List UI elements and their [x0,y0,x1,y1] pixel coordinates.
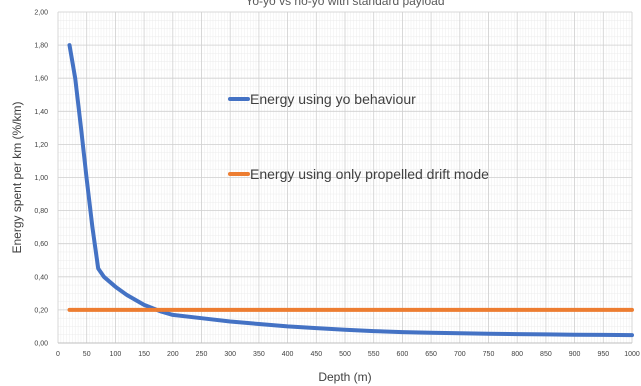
y-tick-label: 0,20 [34,307,48,314]
y-tick-label: 1,40 [34,109,48,116]
x-tick-label: 300 [224,351,236,358]
y-tick-label: 1,60 [34,76,48,83]
y-tick-label: 0,40 [34,274,48,281]
y-tick-label: 0,00 [34,341,48,348]
x-tick-label: 600 [397,351,409,358]
x-tick-label: 100 [110,351,122,358]
x-tick-label: 500 [339,351,351,358]
x-axis-title: Depth (m) [318,370,371,384]
chart-title: Yo-yo vs no-yo with standard payload [245,0,444,8]
x-tick-label: 0 [56,351,60,358]
x-tick-label: 900 [569,351,581,358]
x-tick-label: 750 [483,351,495,358]
series-line-1 [67,43,634,338]
y-axis-title: Energy spent per km (%/km) [10,101,24,253]
x-tick-label: 800 [511,351,523,358]
y-tick-label: 2,00 [34,10,48,17]
x-tick-label: 150 [138,351,150,358]
x-tick-label: 50 [83,351,91,358]
x-tick-label: 1000 [624,351,640,358]
y-tick-label: 1,00 [34,175,48,182]
y-tick-label: 1,20 [34,142,48,149]
x-tick-label: 350 [253,351,265,358]
x-tick-label: 700 [454,351,466,358]
x-tick-label: 400 [282,351,294,358]
y-tick-label: 0,80 [34,208,48,215]
y-tick-label: 0,60 [34,241,48,248]
x-tick-label: 650 [425,351,437,358]
y-tick-label: 1,80 [34,43,48,50]
x-tick-label: 450 [310,351,322,358]
x-tick-label: 850 [540,351,552,358]
legend-label-2: Energy using only propelled drift mode [250,166,489,182]
x-tick-label: 200 [167,351,179,358]
x-tick-label: 950 [597,351,609,358]
legend-label-1: Energy using yo behaviour [250,91,416,107]
x-tick-label: 550 [368,351,380,358]
x-tick-label: 250 [196,351,208,358]
